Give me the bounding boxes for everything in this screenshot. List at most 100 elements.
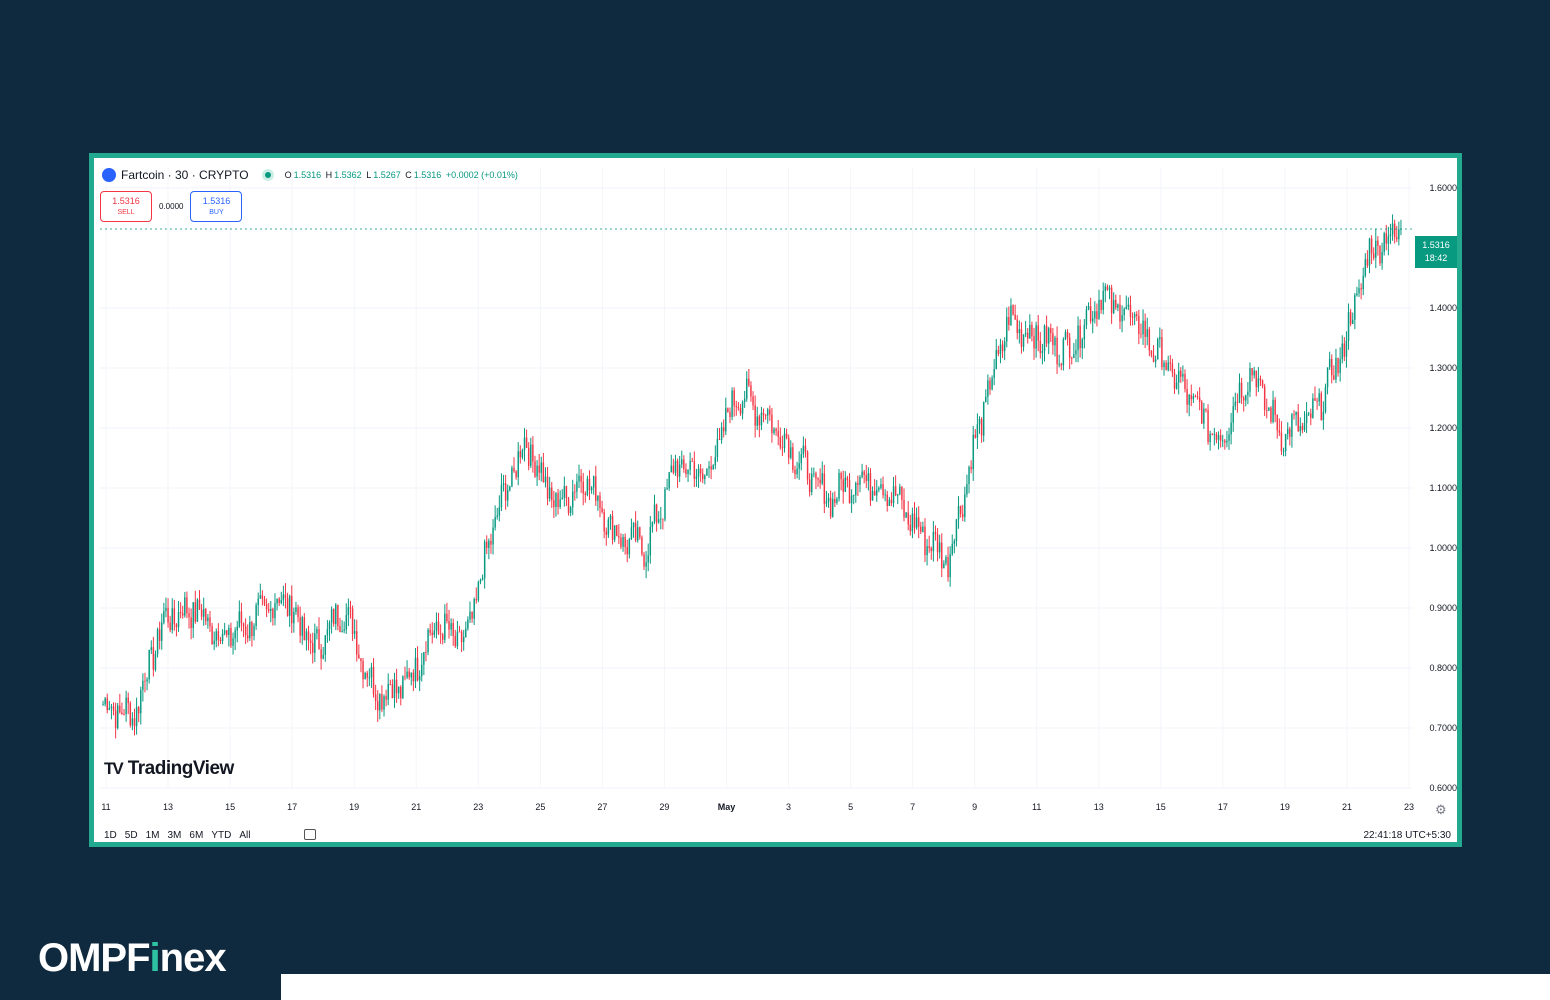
candle-body bbox=[441, 634, 444, 640]
candle-body bbox=[943, 563, 945, 569]
calendar-icon[interactable] bbox=[304, 829, 316, 840]
candle-body bbox=[211, 626, 213, 645]
candle-body bbox=[808, 479, 811, 493]
candle-body bbox=[368, 677, 371, 679]
brand-prefix: OMPF bbox=[38, 936, 151, 980]
candle-body bbox=[882, 484, 884, 496]
candle-body bbox=[1131, 317, 1134, 318]
candle-body bbox=[280, 600, 283, 603]
candle-body bbox=[171, 608, 173, 631]
candle-body bbox=[1320, 393, 1323, 421]
x-tick-label: 27 bbox=[597, 802, 607, 812]
candle-body bbox=[924, 526, 926, 556]
settings-gear-icon[interactable]: ⚙ bbox=[1435, 802, 1447, 817]
symbol-title[interactable]: Fartcoin · 30 · CRYPTO bbox=[121, 168, 249, 182]
range-button[interactable]: 1D bbox=[104, 830, 117, 841]
candle-body bbox=[737, 407, 740, 409]
candle-body bbox=[569, 507, 572, 513]
candle-body bbox=[163, 611, 165, 623]
x-tick-label: 23 bbox=[1404, 802, 1414, 812]
candle-body bbox=[628, 539, 631, 555]
candle-body bbox=[771, 414, 773, 434]
range-button[interactable]: 6M bbox=[189, 830, 204, 841]
candle-body bbox=[716, 439, 719, 458]
candle-body bbox=[720, 427, 723, 441]
candle-body bbox=[1167, 362, 1169, 371]
candle-body bbox=[999, 344, 1002, 354]
candle-body bbox=[454, 635, 457, 647]
candle-body bbox=[343, 629, 345, 631]
sell-button[interactable]: 1.5316 SELL bbox=[100, 191, 152, 222]
candle-body bbox=[1073, 354, 1075, 359]
bottom-toolbar: 1D 5D 1M 3M 6M YTD All 22:41:18 UTC+5:30 bbox=[94, 828, 1457, 842]
range-button[interactable]: 5D bbox=[124, 830, 138, 841]
candle-body bbox=[773, 428, 775, 434]
candle-body bbox=[896, 494, 899, 496]
candle-body bbox=[779, 436, 782, 448]
candle-body bbox=[769, 409, 771, 415]
candle-body bbox=[1087, 306, 1090, 310]
candle-body bbox=[588, 478, 591, 491]
price-chart[interactable]: 1.6000 1.4000 1.3000 1.2000 1.1000 1.0000 0.90… bbox=[94, 158, 1457, 842]
candle-body bbox=[664, 489, 666, 520]
candle-body bbox=[188, 613, 190, 618]
candle-body bbox=[251, 622, 253, 637]
candle-body bbox=[548, 487, 551, 499]
candle-body bbox=[609, 515, 612, 520]
candle-body bbox=[1022, 334, 1025, 347]
candle-body bbox=[618, 535, 620, 538]
tradingview-logo-icon: TV bbox=[104, 759, 124, 778]
candle-body bbox=[750, 385, 752, 397]
range-button[interactable]: 1M bbox=[145, 830, 160, 841]
candle-body bbox=[202, 609, 205, 617]
candle-body bbox=[328, 622, 331, 630]
candle-body bbox=[205, 609, 207, 622]
candle-body bbox=[1198, 397, 1201, 402]
candle-body bbox=[1100, 299, 1102, 310]
candle-body bbox=[685, 469, 687, 475]
candle-body bbox=[278, 598, 280, 603]
candle-body bbox=[1085, 309, 1088, 326]
candle-body bbox=[880, 484, 882, 488]
candle-body bbox=[865, 475, 868, 481]
candle-body bbox=[1322, 411, 1325, 421]
candle-body bbox=[1031, 324, 1033, 337]
candle-body bbox=[249, 622, 251, 639]
candle-body bbox=[1098, 299, 1100, 319]
candle-body bbox=[236, 626, 238, 631]
candle-body bbox=[905, 512, 907, 518]
candle-body bbox=[878, 487, 880, 490]
candle-body bbox=[731, 390, 733, 418]
buy-button[interactable]: 1.5316 BUY bbox=[190, 191, 243, 222]
candle-body bbox=[1385, 233, 1388, 244]
candle-body bbox=[1351, 319, 1354, 325]
candle-body bbox=[1305, 413, 1308, 423]
tradingview-logo[interactable]: TV TradingView bbox=[104, 758, 234, 780]
candle-body bbox=[1041, 351, 1044, 354]
candle-body bbox=[712, 465, 714, 470]
candle-body bbox=[1163, 362, 1165, 368]
candle-body bbox=[150, 647, 153, 650]
candle-body bbox=[452, 623, 454, 636]
candle-body bbox=[1037, 325, 1039, 341]
candle-body bbox=[823, 473, 826, 504]
candle-body bbox=[915, 517, 918, 528]
candle-body bbox=[733, 390, 735, 406]
range-button[interactable]: All bbox=[239, 830, 251, 841]
candle-body bbox=[460, 631, 463, 643]
candle-body bbox=[1058, 363, 1060, 365]
change-value: +0.0002 (+0.01%) bbox=[445, 170, 518, 180]
candle-body bbox=[794, 469, 796, 475]
range-button[interactable]: 3M bbox=[167, 830, 182, 841]
candle-body bbox=[1091, 318, 1094, 322]
candle-body bbox=[131, 718, 134, 726]
candle-body bbox=[1253, 370, 1255, 376]
range-button[interactable]: YTD bbox=[211, 830, 232, 841]
candle-body bbox=[446, 613, 448, 622]
candle-body bbox=[1079, 325, 1081, 349]
candle-body bbox=[993, 369, 995, 378]
candle-body bbox=[215, 631, 218, 641]
timezone-clock[interactable]: 22:41:18 UTC+5:30 bbox=[1363, 830, 1451, 841]
candle-body bbox=[662, 518, 664, 520]
high-value: 1.5362 bbox=[334, 170, 362, 180]
